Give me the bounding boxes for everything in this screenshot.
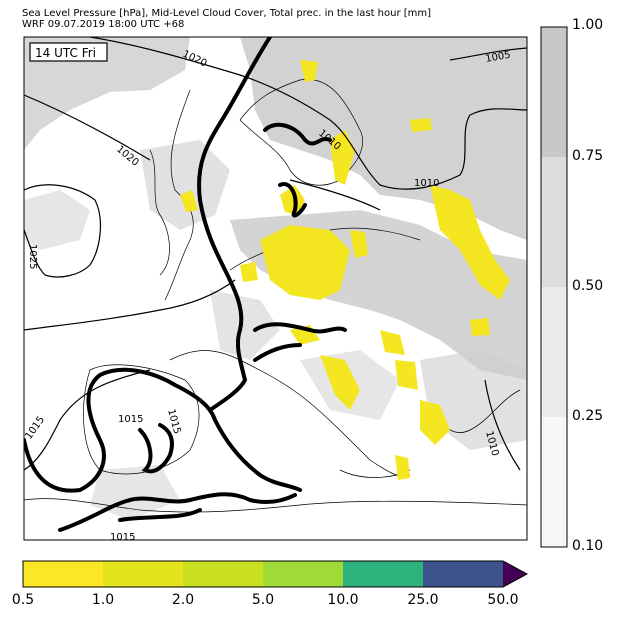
- cloud-tick-label: 0.10: [572, 538, 604, 554]
- cloud-bin-1: [541, 27, 567, 157]
- precipitation-layer: [180, 60, 510, 480]
- precip-tick-label: 25.0: [407, 592, 439, 608]
- cloud-tick-label: 0.75: [572, 148, 604, 164]
- front-layer: [24, 37, 347, 532]
- precip-tick-label: 1.0: [91, 592, 115, 608]
- cloud-tick-label: 0.50: [572, 278, 604, 294]
- cloud-bin-4: [541, 417, 567, 547]
- map-title: Sea Level Pressure [hPa], Mid-Level Clou…: [22, 8, 432, 19]
- isobar-label: 1010: [414, 178, 439, 189]
- valid-time-box: [29, 42, 108, 62]
- precip-tick-label: 5.0: [251, 592, 275, 608]
- precip-colorbar: [22, 560, 529, 588]
- precip-tick-label: 10.0: [327, 592, 359, 608]
- isobar-label: 1005: [485, 50, 512, 65]
- isobar-label: 1015: [118, 414, 143, 425]
- isobar-layer: [24, 37, 527, 471]
- isobar-label: 1015: [110, 532, 135, 543]
- precip-tick-label: 2.0: [171, 592, 195, 608]
- cloud-tick-label: 1.00: [572, 17, 604, 33]
- map-frame: [23, 36, 528, 541]
- cloud-bin-2: [541, 157, 567, 287]
- cloud-tick-label: 0.25: [572, 408, 604, 424]
- precip-tick-label: 0.5: [11, 592, 35, 608]
- cloud-cover-colorbar: [540, 26, 568, 548]
- map-panel: 1020 1005 1010 1010 1020 1025 1015 1015 …: [24, 37, 527, 543]
- precip-tick-label: 50.0: [487, 592, 519, 608]
- map-subtitle: WRF 09.07.2019 18:00 UTC +68: [22, 19, 185, 30]
- isobar-label: 1025: [27, 244, 38, 269]
- valid-time-label: 14 UTC Fri: [35, 46, 96, 60]
- cloud-bin-3: [541, 287, 567, 417]
